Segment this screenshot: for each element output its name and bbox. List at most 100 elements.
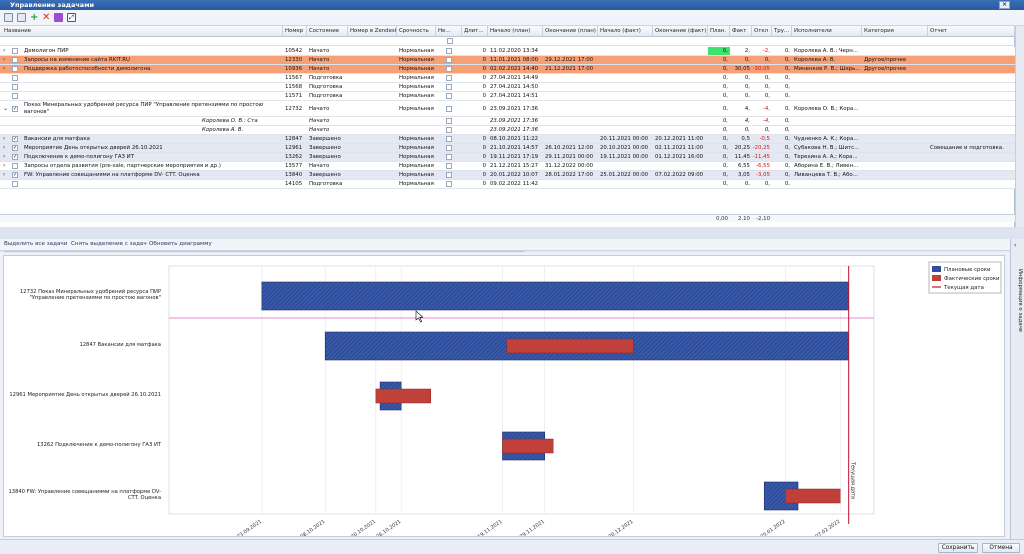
cancel-button[interactable]: Отмена: [982, 543, 1020, 553]
flag-checkbox[interactable]: [446, 105, 452, 112]
expand-toggle[interactable]: ›: [3, 153, 6, 160]
column-header[interactable]: Срочность: [397, 26, 436, 37]
row-checkbox[interactable]: [12, 93, 18, 99]
flag-checkbox[interactable]: [446, 145, 452, 151]
column-header[interactable]: Состояние: [307, 26, 348, 37]
expand-toggle[interactable]: ⌄: [3, 104, 9, 112]
flag-checkbox[interactable]: [446, 181, 452, 187]
table-row[interactable]: › ✓ FW: Управление совещаниями на платформ…: [0, 171, 1015, 180]
cell-rep: [928, 171, 1015, 179]
refresh-chart-link[interactable]: Обновить диаграмму: [149, 241, 212, 247]
cell-dev: -20,25: [752, 145, 770, 151]
column-header[interactable]: Откл: [752, 26, 772, 37]
column-header[interactable]: Окончание (план): [543, 26, 598, 37]
window-title: Управление задачами: [10, 1, 95, 9]
flag-checkbox[interactable]: [446, 75, 452, 81]
add-icon[interactable]: [4, 13, 13, 22]
table-row[interactable]: 11567 Подготовка Нормальная 0 27.04.2021 14:…: [0, 74, 1015, 83]
row-checkbox[interactable]: [12, 75, 18, 81]
expand-toggle[interactable]: ›: [3, 144, 6, 151]
flag-checkbox[interactable]: [446, 172, 452, 178]
expand-toggle[interactable]: ›: [3, 171, 6, 178]
filter-row[interactable]: [0, 37, 1015, 46]
delete-icon[interactable]: ✕: [42, 12, 51, 23]
row-checkbox[interactable]: [12, 84, 18, 90]
save-button[interactable]: Сохранить: [938, 543, 978, 553]
table-row[interactable]: › Запросы на изменение сайта RKIT.RU 12330…: [0, 56, 1015, 65]
cell-rep: [928, 162, 1015, 170]
table-row[interactable]: ⌄ ✓ Показ Минеральных удобрений ресурса ПИ…: [0, 101, 1015, 117]
expand-toggle[interactable]: ›: [3, 135, 6, 142]
column-header[interactable]: Номер: [283, 26, 307, 37]
remove-icon[interactable]: [17, 13, 26, 22]
column-header[interactable]: Отчет: [928, 26, 1015, 37]
cell-state: Подготовка: [309, 93, 343, 99]
vertical-scrollbar[interactable]: [1015, 26, 1024, 227]
table-row[interactable]: Королева А. В. Начато 23.09.2021 17:36 0, 0,…: [0, 126, 1015, 135]
table-row[interactable]: › Демолигон ПИР 10542 Начато Нормальная 0 11.0…: [0, 47, 1015, 56]
table-row[interactable]: › ✓ Вакансии для матфака 12847 Завершено Норм…: [0, 135, 1015, 144]
select-all-link[interactable]: Выделить все задачи: [4, 241, 68, 247]
splitter[interactable]: [0, 227, 1024, 239]
expand-toggle[interactable]: ›: [3, 47, 6, 54]
table-row[interactable]: › ✓ Подключение к демо-полигону ГАЗ ИТ 1326…: [0, 153, 1015, 162]
row-checkbox[interactable]: ✓: [12, 105, 18, 112]
flag-checkbox[interactable]: [446, 57, 452, 63]
row-checkbox[interactable]: ✓: [12, 136, 18, 142]
cell-end-plan: [543, 135, 598, 143]
column-header[interactable]: Название: [0, 26, 283, 37]
document-icon[interactable]: [54, 13, 63, 22]
cell-dev: 0,: [764, 127, 770, 133]
cell-dur: 0: [482, 154, 486, 160]
column-header[interactable]: Начало (план): [488, 26, 543, 37]
flag-checkbox[interactable]: [446, 163, 452, 169]
column-header[interactable]: Тру...: [772, 26, 792, 37]
column-header[interactable]: Исполнители: [792, 26, 862, 37]
cell-start-plan: 23.09.2021 17:36: [490, 118, 539, 124]
add-green-icon[interactable]: +: [30, 12, 39, 23]
table-row[interactable]: Королева О. В.: Ста Начато 23.09.2021 17:3…: [0, 117, 1015, 126]
flag-checkbox[interactable]: [446, 118, 452, 124]
expand-icon[interactable]: ⤢: [67, 13, 76, 22]
table-row[interactable]: › Поддержка работоспособности демолигона.…: [0, 65, 1015, 74]
table-row[interactable]: › ✓ Мероприятие День открытых дверей 26.10…: [0, 144, 1015, 153]
expand-toggle[interactable]: ›: [3, 65, 6, 72]
column-header[interactable]: Окончание (факт): [653, 26, 708, 37]
row-checkbox[interactable]: [12, 181, 18, 187]
flag-checkbox[interactable]: [446, 154, 452, 160]
column-header[interactable]: Категория: [862, 26, 928, 37]
cell-cat: [862, 117, 928, 125]
column-header[interactable]: Длит...: [462, 26, 488, 37]
row-checkbox[interactable]: ✓: [12, 154, 18, 160]
flag-checkbox[interactable]: [446, 48, 452, 54]
row-checkbox[interactable]: [12, 48, 18, 54]
cell-start-plan: 21.10.2021 14:57: [490, 145, 539, 151]
expand-toggle[interactable]: ›: [3, 56, 6, 63]
table-row[interactable]: 11571 Подготовка Нормальная 0 27.04.2021 14:…: [0, 92, 1015, 101]
clear-selection-link[interactable]: Снять выделение с задач: [71, 241, 147, 247]
row-checkbox[interactable]: ✓: [12, 172, 18, 178]
row-checkbox[interactable]: [12, 66, 18, 72]
table-row[interactable]: 14105 Подготовка Нормальная 0 09.02.2022 11:…: [0, 180, 1015, 189]
row-checkbox[interactable]: ✓: [12, 145, 18, 151]
task-info-panel[interactable]: ‹ Информация о задаче: [1010, 239, 1024, 539]
flag-checkbox[interactable]: [446, 93, 452, 99]
expand-toggle[interactable]: ›: [3, 162, 6, 169]
flag-checkbox[interactable]: [446, 66, 452, 72]
column-header[interactable]: Номер в Zendesk: [348, 26, 397, 37]
table-row[interactable]: › Запросы отдела развития (pre-sale, парт…: [0, 162, 1015, 171]
row-checkbox[interactable]: [12, 163, 18, 169]
row-checkbox[interactable]: [12, 57, 18, 63]
cell-dur: 0: [482, 93, 486, 99]
column-header[interactable]: Не...: [436, 26, 462, 37]
chevron-left-icon[interactable]: ‹: [1014, 242, 1017, 249]
close-button[interactable]: ×: [999, 1, 1010, 9]
flag-checkbox[interactable]: [446, 84, 452, 90]
cell-start-fact: [598, 101, 653, 116]
flag-checkbox[interactable]: [446, 136, 452, 142]
table-row[interactable]: 11568 Подготовка Нормальная 0 27.04.2021 14:…: [0, 83, 1015, 92]
column-header[interactable]: Факт: [730, 26, 752, 37]
column-header[interactable]: Начало (факт): [598, 26, 653, 37]
flag-checkbox[interactable]: [446, 127, 452, 133]
column-header[interactable]: План.: [708, 26, 730, 37]
